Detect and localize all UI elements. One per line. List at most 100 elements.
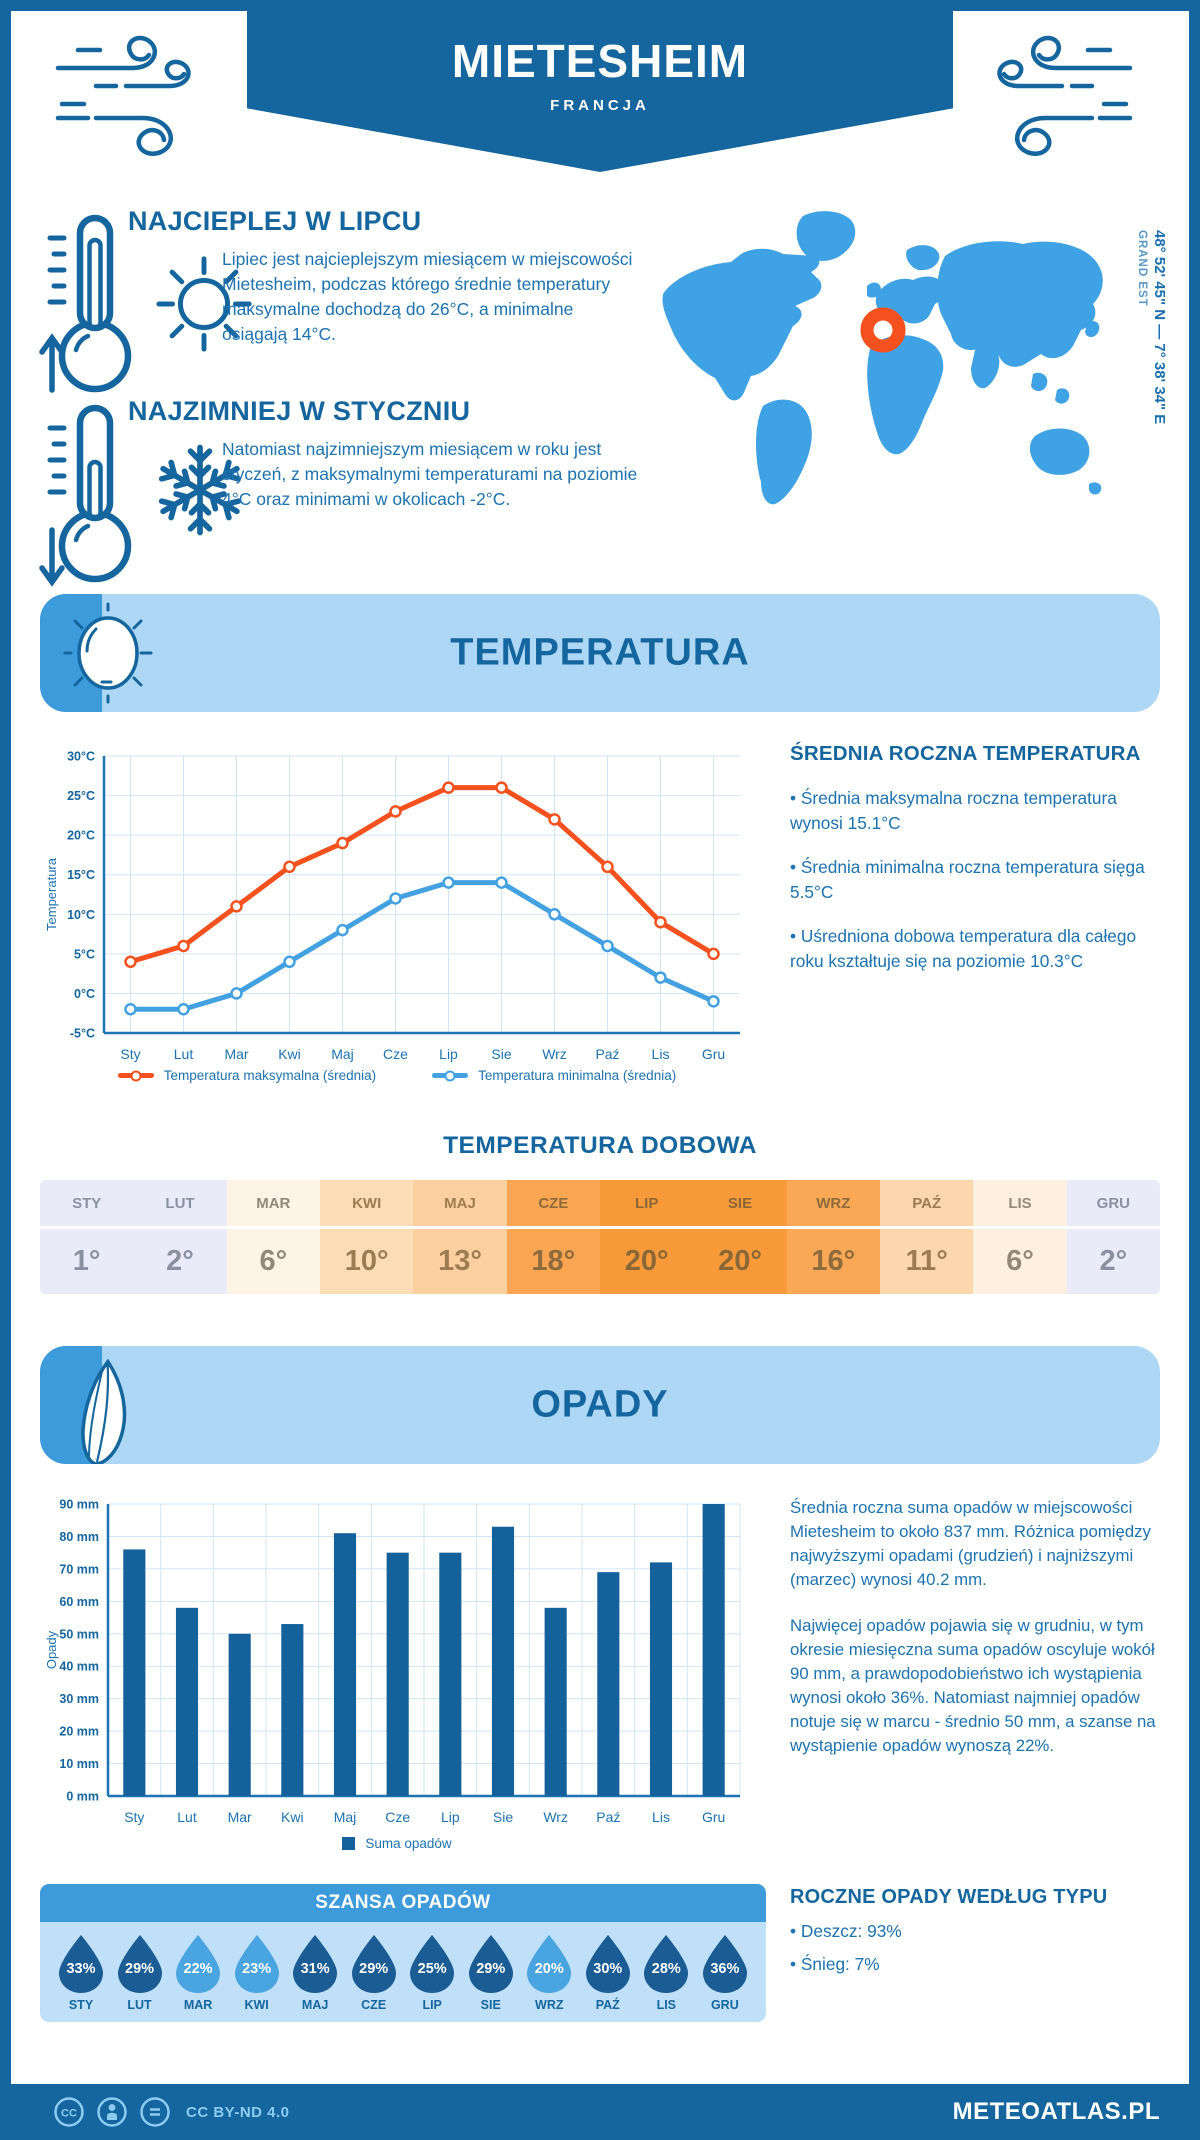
region-label: GRAND EST — [1136, 230, 1148, 307]
cc-icon: CC — [54, 2097, 84, 2127]
svg-text:10 mm: 10 mm — [59, 1757, 99, 1771]
world-map — [662, 211, 1103, 505]
daily-value: 10° — [344, 1245, 389, 1277]
line-series — [128, 785, 716, 965]
data-point — [230, 987, 243, 1000]
svg-text:20°C: 20°C — [67, 829, 95, 843]
data-point — [495, 781, 508, 794]
droplet-icon: 28% — [643, 1934, 689, 1994]
chart-grid — [107, 1503, 741, 1797]
droplet-value: 29% — [125, 1961, 155, 1977]
license-label: CC BY-ND 4.0 — [186, 2103, 290, 2121]
droplet-value: 29% — [359, 1961, 389, 1977]
data-point — [442, 781, 455, 794]
daily-value: 11° — [905, 1245, 948, 1277]
legend-sum-label: Suma opadów — [365, 1836, 452, 1851]
daily-month: MAJ — [413, 1180, 507, 1229]
droplet-icon: 29% — [351, 1934, 397, 1994]
droplet-value: 33% — [66, 1961, 96, 1977]
header-banner: MIETESHEIM FRANCJA — [247, 0, 953, 172]
droplet-icon: 25% — [409, 1934, 455, 1994]
data-point — [601, 939, 614, 953]
droplet-month: WRZ — [535, 1998, 564, 2012]
daily-cell: PAŹ 11° — [880, 1180, 974, 1294]
data-point — [230, 900, 243, 913]
chance-item: 30% PAŹ — [580, 1934, 636, 2012]
daily-value: 1° — [72, 1245, 101, 1277]
precipitation-paragraph: Najwięcej opadów pojawia się w grudniu, … — [790, 1616, 1156, 1756]
daily-cell: GRU 2° — [1066, 1180, 1160, 1294]
droplet-value: 23% — [242, 1961, 272, 1977]
daily-value: 6° — [259, 1245, 288, 1277]
chance-title: SZANSA OPADÓW — [40, 1884, 766, 1922]
svg-text:Sie: Sie — [491, 1046, 511, 1062]
daily-value: 13° — [438, 1245, 482, 1277]
svg-text:0°C: 0°C — [74, 987, 95, 1001]
droplet-icon: 23% — [234, 1934, 280, 1994]
bar — [333, 1533, 357, 1796]
chance-item: 31% MAJ — [287, 1934, 343, 2012]
bar — [702, 1504, 725, 1796]
precipitation-chart: 0 mm 10 mm 20 mm 30 mm 40 mm 50 mm 60 mm 70 mm 8… — [44, 1498, 741, 1825]
svg-text:90 mm: 90 mm — [59, 1498, 99, 1512]
svg-text:Lip: Lip — [439, 1046, 458, 1062]
svg-text:Gru: Gru — [702, 1046, 725, 1062]
bar — [175, 1607, 199, 1796]
svg-text:Sty: Sty — [124, 1809, 144, 1825]
droplet-month: LIS — [656, 1998, 677, 2012]
daily-value: 6° — [1006, 1245, 1034, 1277]
highlight-cold-title: NAJZIMNIEJ W STYCZNIU — [128, 396, 471, 426]
temperature-chart-legend: Temperatura maksymalna (średnia) Tempera… — [42, 1068, 752, 1083]
daily-heading: TEMPERATURA DOBOWA — [443, 1132, 757, 1159]
snowflake-icon — [158, 444, 242, 536]
svg-text:15°C: 15°C — [67, 868, 95, 882]
bar — [597, 1572, 620, 1796]
droplet-month: MAJ — [301, 1998, 329, 2012]
data-point — [124, 955, 137, 969]
legend-item-sum: Suma opadów — [342, 1836, 452, 1851]
droplet-icon: 29% — [117, 1934, 163, 1994]
svg-text:Sie: Sie — [493, 1809, 513, 1825]
bar — [281, 1624, 304, 1796]
droplet-month: CZE — [361, 1998, 387, 2012]
bar — [386, 1552, 409, 1796]
data-point — [336, 836, 349, 850]
daily-month: GRU — [1066, 1180, 1160, 1229]
svg-text:80 mm: 80 mm — [59, 1530, 99, 1544]
stat-item: • Uśredniona dobowa temperatura dla całe… — [790, 926, 1137, 971]
svg-text:Lip: Lip — [441, 1809, 460, 1825]
thermometer-up-icon — [39, 214, 132, 393]
droplet-icon: 20% — [526, 1934, 572, 1994]
droplet-icon: 33% — [58, 1934, 104, 1994]
droplet-icon: 29% — [468, 1934, 514, 1994]
precip-type-item: • Deszcz: 93% — [790, 1921, 902, 1941]
droplet-value: 20% — [534, 1961, 564, 1977]
svg-text:30°C: 30°C — [67, 750, 95, 764]
coordinates-block: 48° 52' 45" N — 7° 38' 34" E GRAND EST — [1136, 230, 1168, 424]
cc-nd-icon — [140, 2097, 170, 2127]
daily-month: STY — [40, 1180, 134, 1229]
legend-min-label: Temperatura minimalna (średnia) — [478, 1068, 677, 1083]
data-point — [442, 876, 455, 889]
data-point — [389, 892, 402, 905]
droplet-value: 30% — [593, 1961, 623, 1977]
location-marker — [860, 307, 906, 353]
svg-text:10°C: 10°C — [67, 908, 95, 922]
data-point — [124, 1003, 137, 1016]
data-point — [283, 860, 296, 874]
droplet-value: 36% — [710, 1961, 740, 1977]
chance-item: 28% LIS — [638, 1934, 694, 2012]
svg-text:Gru: Gru — [702, 1809, 725, 1825]
stat-item: • Średnia maksymalna roczna temperatura … — [790, 788, 1117, 833]
droplet-value: 29% — [476, 1961, 506, 1977]
svg-text:Paź: Paź — [595, 1046, 619, 1062]
daily-month: MAR — [226, 1180, 320, 1229]
bar — [228, 1633, 251, 1796]
droplet-month: GRU — [710, 1998, 739, 2012]
chart-axes — [106, 1504, 740, 1798]
precipitation-banner-title: OPADY — [531, 1383, 669, 1426]
svg-text:70 mm: 70 mm — [59, 1562, 99, 1576]
daily-cell: LUT 2° — [133, 1180, 227, 1294]
bar — [439, 1552, 462, 1796]
